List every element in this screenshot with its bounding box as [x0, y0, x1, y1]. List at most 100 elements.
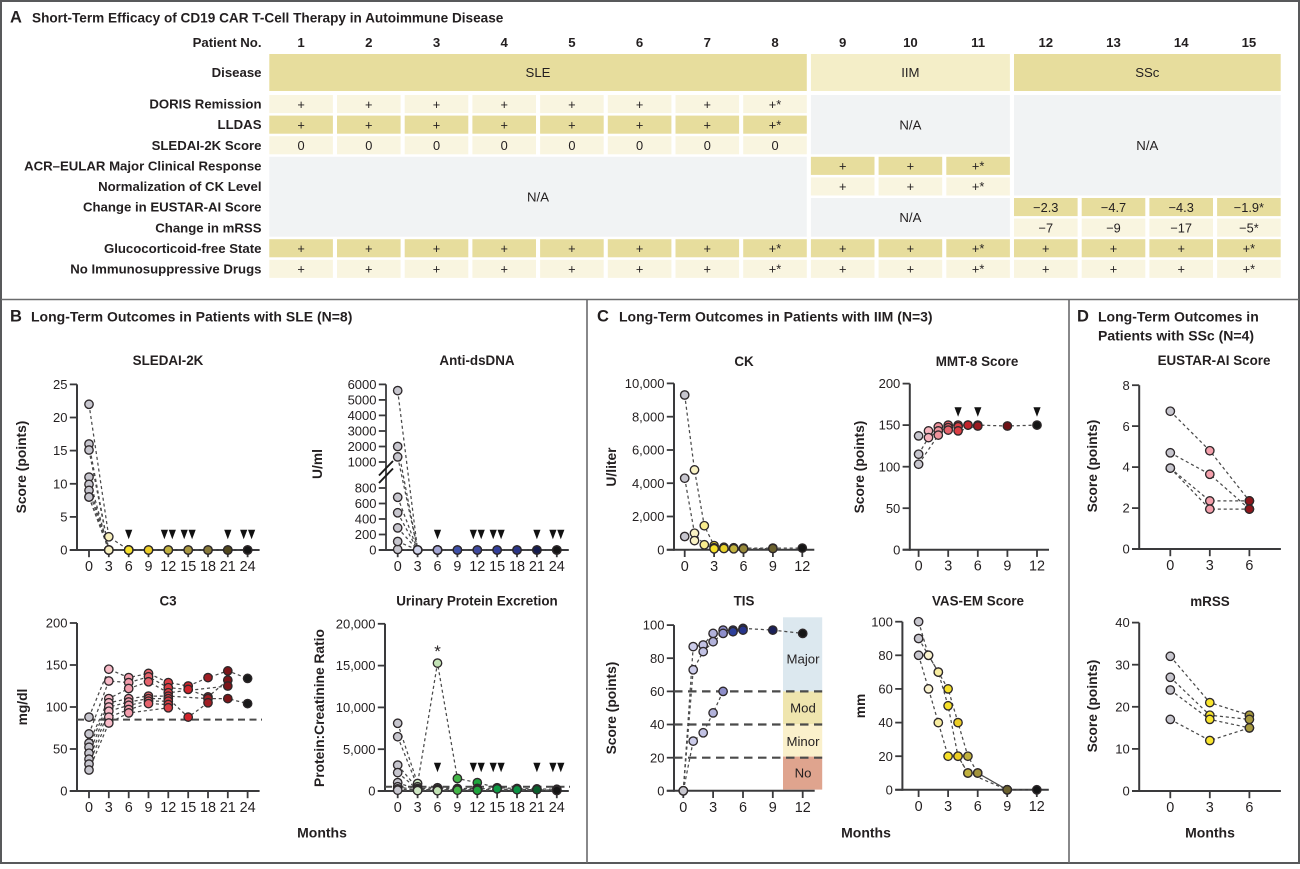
svg-text:50: 50: [53, 742, 67, 757]
svg-text:10: 10: [903, 35, 918, 50]
svg-text:20: 20: [650, 750, 664, 765]
svg-text:100: 100: [643, 618, 665, 633]
svg-text:40: 40: [650, 717, 664, 732]
svg-text:8: 8: [771, 35, 778, 50]
svg-text:ACR–EULAR Major Clinical Respo: ACR–EULAR Major Clinical Response: [24, 159, 261, 174]
svg-text:6: 6: [433, 800, 441, 816]
svg-text:0: 0: [657, 542, 664, 557]
svg-text:A: A: [10, 9, 22, 27]
svg-text:0: 0: [298, 138, 305, 153]
svg-text:Score (points): Score (points): [1085, 420, 1100, 513]
svg-text:SSc: SSc: [1135, 65, 1160, 80]
svg-text:0: 0: [915, 559, 923, 575]
svg-text:Glucocorticoid-free State: Glucocorticoid-free State: [104, 241, 262, 256]
svg-text:+: +: [636, 262, 643, 277]
svg-text:+: +: [839, 179, 846, 194]
svg-text:Score (points): Score (points): [604, 662, 619, 755]
svg-text:N/A: N/A: [1136, 138, 1158, 153]
svg-text:mm: mm: [853, 694, 868, 719]
svg-text:+*: +*: [769, 241, 781, 256]
svg-text:0: 0: [1122, 784, 1129, 799]
svg-text:0: 0: [85, 800, 93, 816]
svg-text:9: 9: [144, 800, 152, 816]
svg-text:0: 0: [501, 138, 508, 153]
svg-text:2: 2: [1122, 501, 1129, 516]
svg-text:15: 15: [1242, 35, 1257, 50]
svg-text:+: +: [704, 262, 711, 277]
svg-text:+: +: [907, 241, 914, 256]
svg-text:3: 3: [944, 559, 952, 575]
svg-text:0: 0: [704, 138, 711, 153]
svg-text:5,000: 5,000: [343, 742, 376, 757]
svg-text:4: 4: [1122, 460, 1129, 475]
svg-text:2000: 2000: [348, 439, 377, 454]
svg-text:60: 60: [878, 682, 892, 697]
svg-text:5: 5: [568, 35, 575, 50]
svg-text:+: +: [636, 117, 643, 132]
svg-text:0: 0: [394, 559, 402, 575]
svg-text:Score (points): Score (points): [852, 421, 867, 514]
svg-text:100: 100: [879, 459, 901, 474]
svg-text:600: 600: [355, 496, 377, 511]
svg-text:9: 9: [144, 559, 152, 575]
svg-text:+: +: [1177, 241, 1184, 256]
svg-text:25: 25: [53, 377, 67, 392]
svg-text:+*: +*: [1243, 262, 1255, 277]
svg-text:6: 6: [974, 799, 982, 815]
svg-text:2,000: 2,000: [632, 509, 665, 524]
svg-text:Patients with SSc (N=4): Patients with SSc (N=4): [1098, 327, 1254, 343]
svg-text:1: 1: [297, 35, 304, 50]
svg-text:+: +: [839, 241, 846, 256]
svg-text:20: 20: [1115, 699, 1129, 714]
svg-text:3: 3: [944, 799, 952, 815]
svg-text:3: 3: [433, 35, 440, 50]
svg-text:+*: +*: [769, 262, 781, 277]
svg-text:0: 0: [433, 138, 440, 153]
svg-text:60: 60: [650, 684, 664, 699]
svg-text:−7: −7: [1039, 220, 1054, 235]
svg-text:0: 0: [886, 782, 893, 797]
svg-text:Months: Months: [841, 825, 891, 841]
svg-text:6: 6: [1122, 419, 1129, 434]
svg-text:9: 9: [769, 559, 777, 575]
svg-text:+: +: [433, 117, 440, 132]
svg-text:20: 20: [878, 749, 892, 764]
svg-text:0: 0: [636, 138, 643, 153]
svg-text:*: *: [434, 642, 441, 661]
svg-text:10,000: 10,000: [336, 700, 376, 715]
svg-text:0: 0: [657, 783, 664, 798]
svg-text:18: 18: [509, 559, 525, 575]
svg-text:+*: +*: [972, 262, 984, 277]
svg-text:6: 6: [739, 559, 747, 575]
svg-text:Months: Months: [297, 825, 347, 841]
svg-text:12: 12: [1038, 35, 1053, 50]
svg-text:+: +: [907, 159, 914, 174]
svg-text:15: 15: [180, 559, 196, 575]
svg-text:+: +: [704, 241, 711, 256]
svg-text:+: +: [500, 117, 507, 132]
svg-text:Short-Term Efficacy of CD19 CA: Short-Term Efficacy of CD19 CAR T-Cell T…: [32, 10, 504, 25]
svg-text:+: +: [839, 159, 846, 174]
svg-text:9: 9: [839, 35, 846, 50]
svg-text:18: 18: [200, 559, 216, 575]
svg-text:20,000: 20,000: [336, 616, 376, 631]
svg-text:150: 150: [879, 418, 901, 433]
svg-text:10: 10: [53, 476, 67, 491]
svg-text:6: 6: [433, 559, 441, 575]
svg-text:MMT-8 Score: MMT-8 Score: [936, 354, 1019, 369]
svg-text:6000: 6000: [348, 377, 377, 392]
svg-text:0: 0: [1166, 558, 1174, 574]
svg-text:3: 3: [105, 800, 113, 816]
svg-text:+: +: [297, 241, 304, 256]
svg-text:3000: 3000: [348, 424, 377, 439]
svg-text:SLE: SLE: [526, 65, 551, 80]
svg-text:Months: Months: [1185, 825, 1235, 841]
svg-text:6: 6: [125, 800, 133, 816]
svg-text:50: 50: [886, 501, 900, 516]
svg-text:11: 11: [971, 35, 985, 50]
svg-text:+: +: [907, 262, 914, 277]
svg-text:15,000: 15,000: [336, 658, 376, 673]
svg-text:0: 0: [771, 138, 778, 153]
svg-text:+: +: [500, 241, 507, 256]
svg-text:2: 2: [365, 35, 372, 50]
